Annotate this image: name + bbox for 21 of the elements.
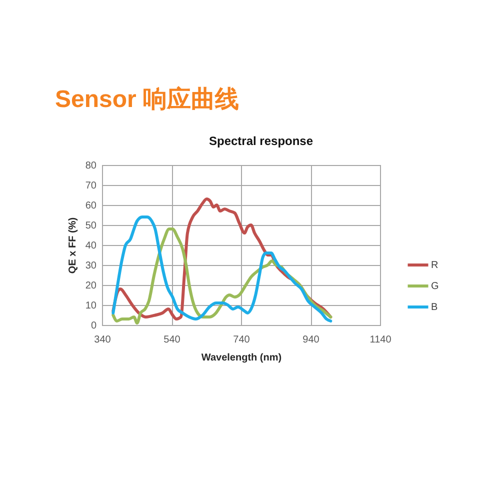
y-tick-label: 10 (85, 300, 97, 312)
x-tick-label: 540 (164, 334, 181, 346)
legend-label: R (431, 260, 438, 271)
y-tick-label: 80 (85, 160, 97, 172)
y-tick-label: 20 (85, 280, 97, 292)
x-tick-label: 340 (94, 334, 112, 346)
y-tick-label: 40 (85, 240, 97, 252)
x-tick-label: 1140 (370, 334, 392, 346)
y-tick-label: 60 (85, 200, 97, 212)
x-tick-label: 740 (233, 334, 250, 346)
chart-subtitle: Spectral response (208, 134, 314, 148)
y-tick-label: 30 (85, 260, 97, 272)
x-tick-label: 940 (302, 334, 320, 346)
legend-label: B (431, 302, 438, 313)
y-tick-label: 70 (85, 180, 97, 192)
y-tick-label: 50 (85, 220, 97, 232)
x-axis-title: Wavelength (nm) (201, 352, 282, 364)
y-axis-title: QE x FF (%) (67, 217, 78, 274)
chart-title: Sensor 响应曲线 (55, 86, 240, 113)
y-tick-label: 0 (90, 320, 97, 332)
legend-label: G (431, 281, 439, 292)
